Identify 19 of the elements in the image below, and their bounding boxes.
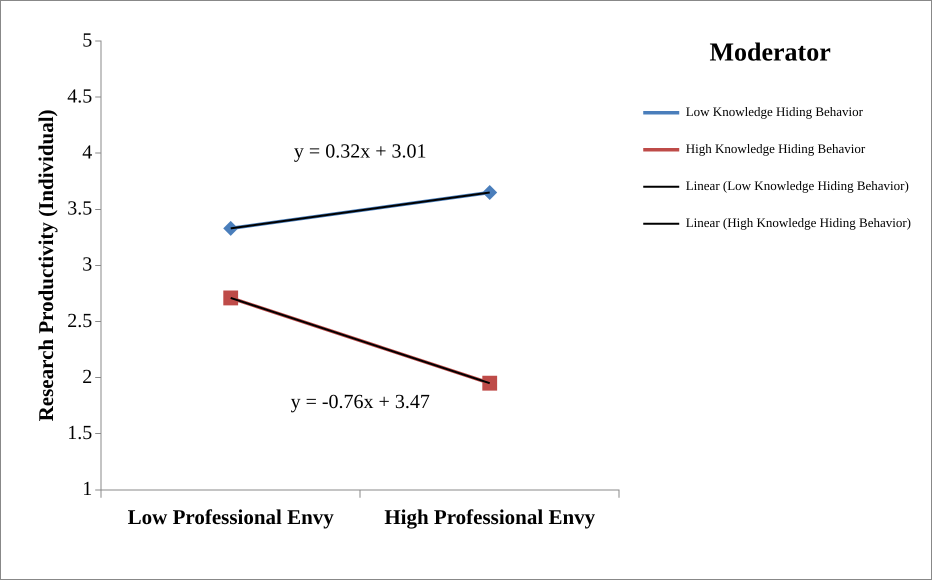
legend-label: High Knowledge Hiding Behavior: [686, 141, 866, 156]
y-tick-label: 3: [82, 254, 92, 276]
y-tick-label: 2: [82, 366, 92, 388]
legend-label: Linear (Low Knowledge Hiding Behavior): [686, 178, 909, 194]
annotation: y = 0.32x + 3.01: [294, 140, 426, 163]
y-tick-label: 4: [82, 141, 92, 164]
y-tick-label: 5: [82, 29, 92, 52]
y-tick-label: 1: [82, 478, 92, 500]
legend-label: Low Knowledge Hiding Behavior: [686, 104, 864, 120]
y-tick-label: 1.5: [67, 422, 92, 444]
y-tick-label: 3.5: [67, 198, 92, 220]
y-tick-label: 2.5: [67, 310, 92, 332]
annotation: y = -0.76x + 3.47: [290, 390, 430, 413]
x-tick-label: Low Professional Envy: [128, 504, 334, 529]
legend-title: Moderator: [709, 38, 831, 67]
y-axis-title: Research Productivity (Individual): [34, 109, 58, 422]
x-tick-label: High Professional Envy: [384, 504, 596, 529]
legend-label: Linear (High Knowledge Hiding Behavior): [686, 215, 912, 230]
y-tick-label: 4.5: [67, 85, 92, 108]
